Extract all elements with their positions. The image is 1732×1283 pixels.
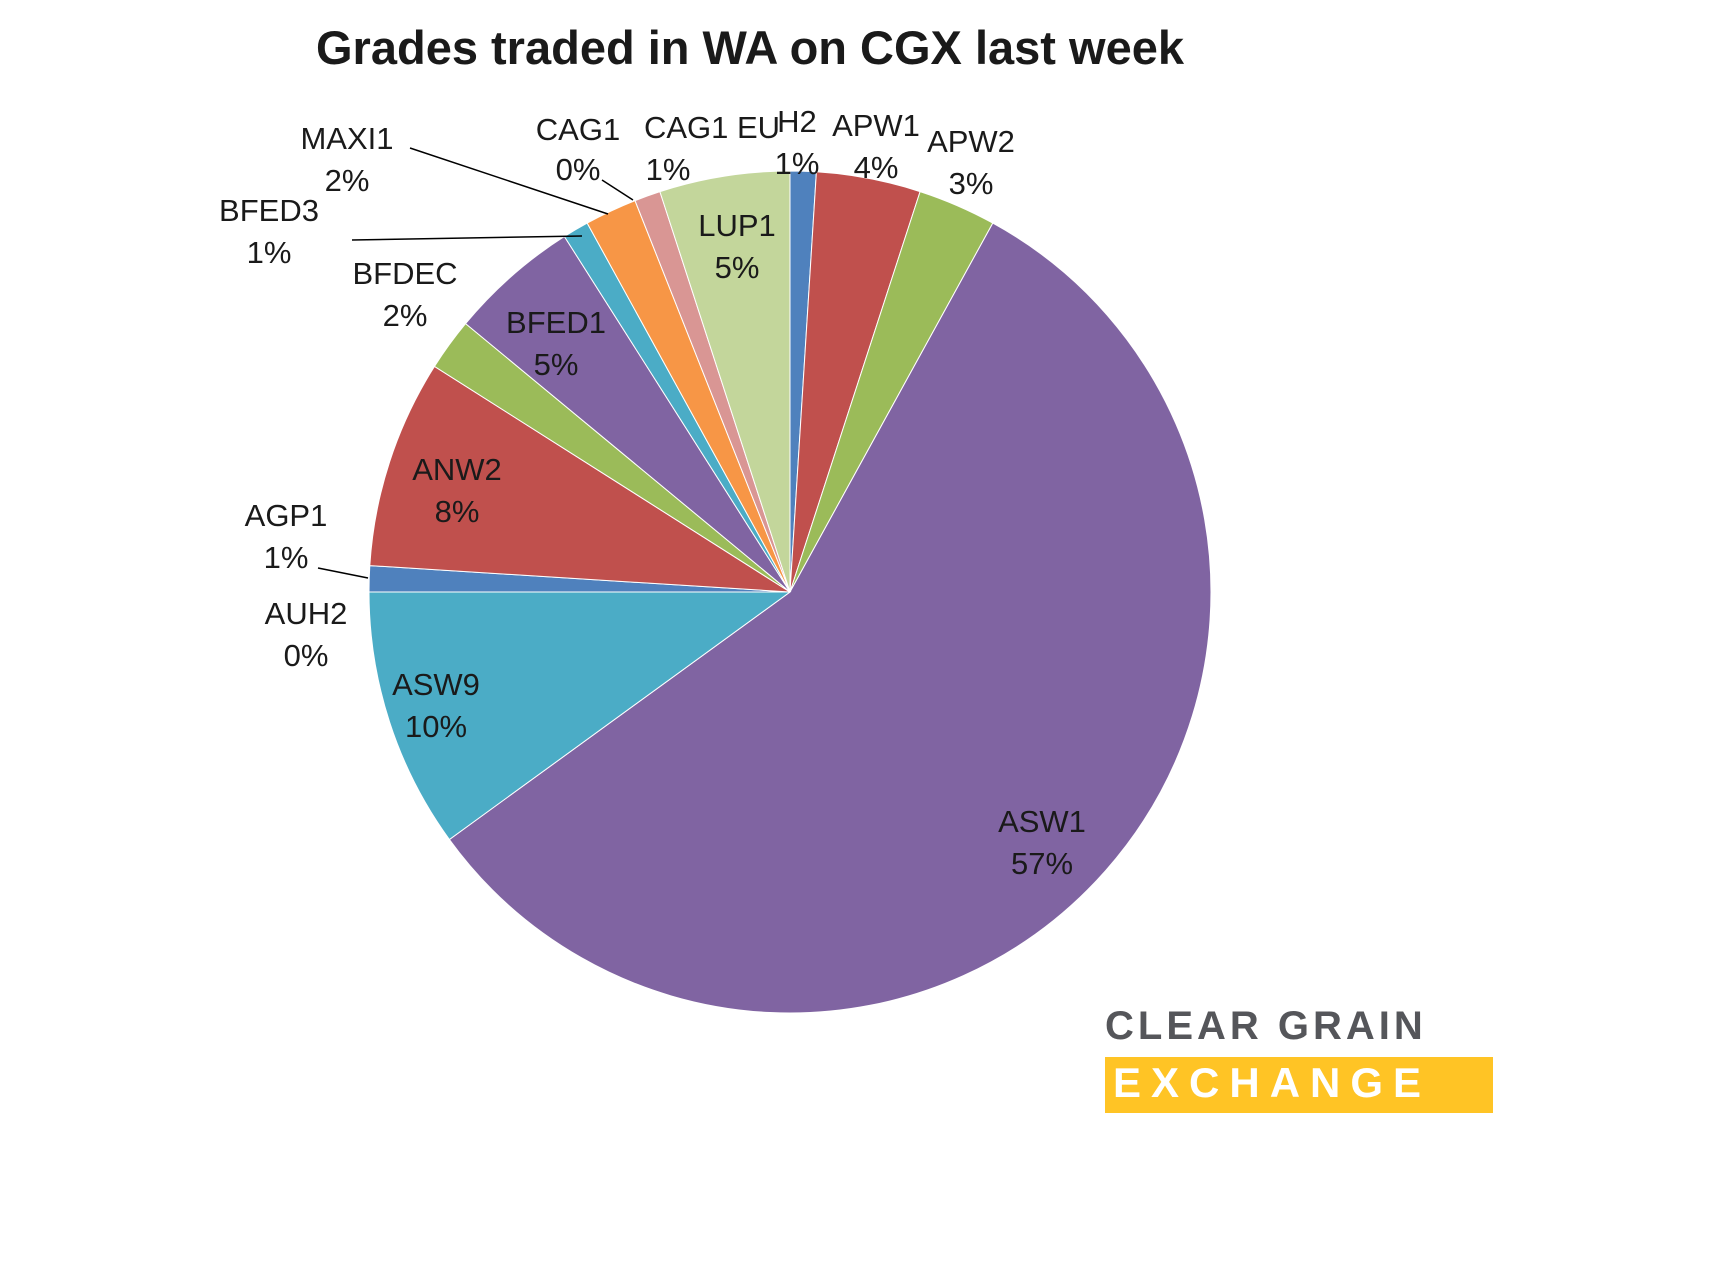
slice-label: CAG1 [536,112,620,147]
chart-title: Grades traded in WA on CGX last week [316,21,1184,74]
slice-percent: 5% [534,347,579,382]
slice-label: CAG1 EU [644,110,780,145]
leader-line [351,235,583,241]
pie-slice [448,222,1212,1014]
pie-slice [659,170,791,593]
clear-grain-exchange-logo: CLEAR GRAIN EXCHANGE [1105,1004,1493,1113]
slice-label: AGP1 [245,498,328,533]
slice-label: ASW9 [392,667,480,702]
slice-label: AUH2 [265,596,348,631]
slice-label: APW2 [927,124,1015,159]
slice-percent: 5% [715,250,760,285]
leader-line [317,567,369,579]
logo-text-exchange: EXCHANGE [1105,1057,1493,1113]
slice-label: BFED3 [219,193,319,228]
slice-label: H2 [777,104,817,139]
slice-percent: 4% [854,150,899,185]
slice-label: ANW2 [412,452,502,487]
leader-line [601,179,634,201]
logo-text-clear-grain: CLEAR GRAIN [1105,1004,1427,1048]
slice-percent: 3% [949,166,994,201]
slice-percent: 10% [405,709,467,744]
slice-label: BFED1 [506,305,606,340]
slice-percent: 1% [775,146,820,181]
slice-label: ASW1 [998,804,1086,839]
slice-label: BFDEC [352,256,457,291]
slice-percent: 8% [435,494,480,529]
slice-label: MAXI1 [300,121,393,156]
slice-percent: 0% [284,638,329,673]
slice-percent: 1% [264,540,309,575]
slice-percent: 2% [325,163,370,198]
slice-percent: 2% [383,298,428,333]
slice-label: LUP1 [698,208,776,243]
slice-percent: 1% [247,235,292,270]
slice-percent: 0% [556,152,601,187]
pie-slice [369,365,791,593]
leader-line [409,147,609,215]
slice-percent: 1% [646,152,691,187]
pie-slice [368,591,792,841]
slice-label: APW1 [832,108,920,143]
slice-percent: 57% [1011,846,1073,881]
